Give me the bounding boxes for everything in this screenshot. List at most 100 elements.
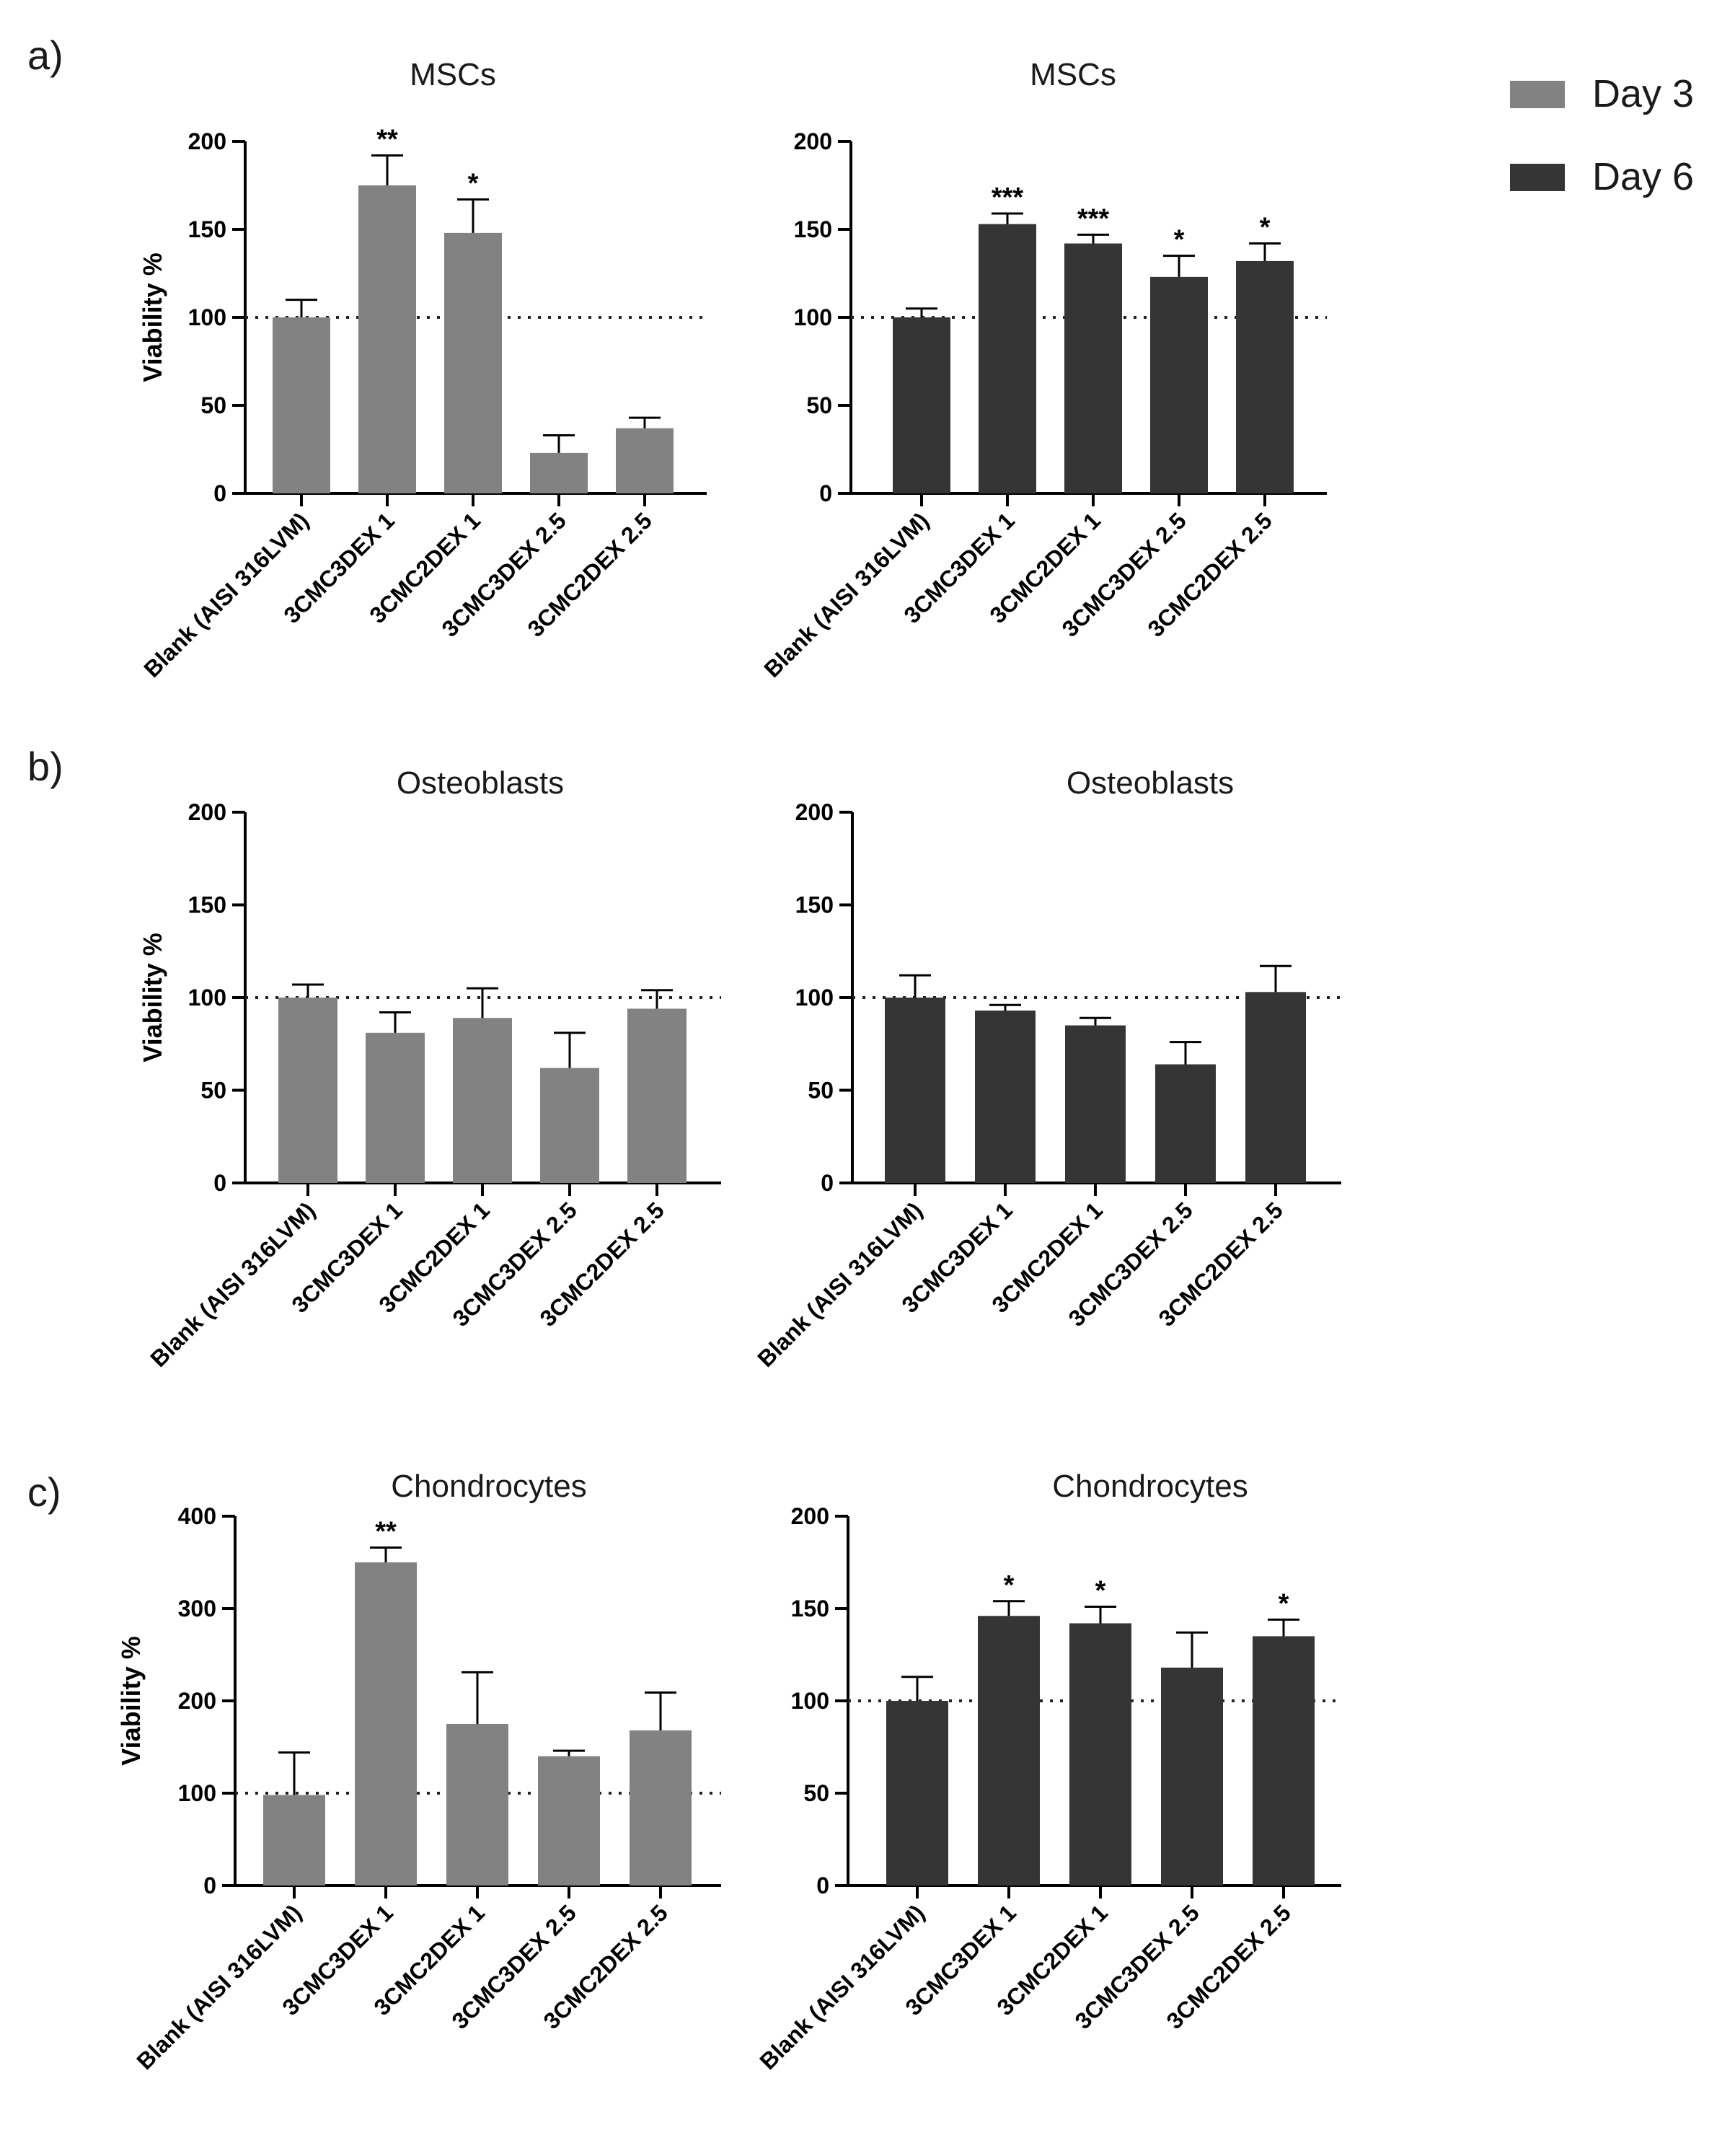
significance-label: * <box>1095 1575 1106 1606</box>
y-tick-label: 0 <box>821 1170 834 1196</box>
y-axis-title: Viability % <box>138 252 167 382</box>
significance-label: *** <box>992 182 1024 213</box>
y-tick-label: 50 <box>200 392 226 418</box>
bar <box>1065 1025 1126 1183</box>
bar <box>263 1795 325 1886</box>
category-label: Blank (AISI 316LVM) <box>138 507 314 682</box>
category-label: Blank (AISI 316LVM) <box>131 1899 306 2074</box>
legend-item-day3: Day 3 <box>1510 72 1694 115</box>
bar <box>975 1010 1036 1183</box>
bar <box>616 428 674 493</box>
chart-3: Osteoblasts Viability % 0 50 100 150 200 Blank … <box>138 765 721 1372</box>
bar <box>1161 1667 1223 1886</box>
chart-title: MSCs <box>410 57 496 92</box>
y-tick-label: 0 <box>213 1170 226 1196</box>
y-tick-label: 200 <box>178 1688 216 1714</box>
category-label: Blank (AISI 316LVM) <box>759 507 934 682</box>
y-tick-label: 0 <box>213 480 226 506</box>
bar <box>358 185 416 493</box>
legend-swatch-day6 <box>1510 164 1565 191</box>
bar <box>453 1018 512 1183</box>
y-tick-label: 50 <box>806 392 832 418</box>
bar <box>1236 260 1294 493</box>
y-tick-label: 150 <box>188 216 226 242</box>
bar <box>1253 1636 1315 1886</box>
y-tick-label: 200 <box>188 799 226 825</box>
bar <box>530 452 588 493</box>
y-tick-label: 100 <box>794 304 832 330</box>
significance-label: * <box>1279 1588 1289 1619</box>
y-tick-label: 100 <box>178 1780 216 1806</box>
legend: Day 3 Day 6 <box>1510 72 1694 198</box>
legend-swatch-day3 <box>1510 81 1565 108</box>
y-tick-label: 200 <box>791 1503 829 1529</box>
bar <box>893 317 950 493</box>
bar <box>444 232 502 493</box>
bar <box>355 1562 417 1886</box>
category-label: Blank (AISI 316LVM) <box>754 1899 930 2074</box>
bar <box>540 1068 599 1183</box>
bar <box>979 224 1036 493</box>
significance-label: *** <box>1077 203 1110 234</box>
y-tick-label: 0 <box>203 1873 216 1898</box>
y-tick-label: 200 <box>795 799 834 825</box>
bar <box>1245 992 1306 1183</box>
y-tick-label: 100 <box>795 985 834 1011</box>
significance-label: * <box>468 169 479 199</box>
category-label: Blank (AISI 316LVM) <box>145 1197 320 1372</box>
significance-label: * <box>1260 213 1271 243</box>
y-tick-label: 200 <box>794 128 832 154</box>
bar <box>1155 1064 1216 1183</box>
chart-4: Osteoblasts 0 50 100 150 200 Blank (AISI 316LV… <box>752 765 1341 1372</box>
bar <box>630 1730 692 1886</box>
y-tick-label: 100 <box>188 985 226 1011</box>
y-tick-label: 150 <box>794 216 832 242</box>
chart-title: MSCs <box>1030 57 1116 92</box>
y-tick-label: 50 <box>803 1780 829 1806</box>
bar <box>978 1616 1040 1886</box>
bar <box>627 1008 687 1183</box>
bar <box>1069 1623 1131 1886</box>
bar <box>886 1701 948 1886</box>
legend-item-day6: Day 6 <box>1510 155 1694 198</box>
y-tick-label: 150 <box>795 892 834 918</box>
significance-label: * <box>1004 1570 1015 1601</box>
y-tick-label: 400 <box>178 1503 216 1529</box>
bar <box>885 998 945 1183</box>
bar <box>273 317 330 493</box>
chart-title: Osteoblasts <box>397 765 564 801</box>
y-tick-label: 300 <box>178 1596 216 1622</box>
y-tick-label: 150 <box>791 1596 829 1622</box>
y-tick-label: 100 <box>791 1688 829 1714</box>
charts: MSCs Viability % 0 50 100 150 200 Blank (AISI 3… <box>116 57 1341 2074</box>
legend-label-day3: Day 3 <box>1592 72 1694 115</box>
bar <box>1064 243 1122 493</box>
bar <box>446 1724 508 1886</box>
bar <box>1150 276 1208 493</box>
panel-letter-c: c) <box>27 1469 61 1515</box>
bar <box>366 1032 425 1183</box>
significance-label: ** <box>375 1517 397 1547</box>
chart-6: Chondrocytes 0 50 100 150 200 Blank (AISI 316L… <box>754 1469 1341 2074</box>
y-tick-label: 100 <box>188 304 226 330</box>
chart-1: MSCs Viability % 0 50 100 150 200 Blank (AISI 3… <box>138 57 707 682</box>
y-tick-label: 50 <box>808 1078 834 1104</box>
bar <box>278 998 337 1183</box>
y-tick-label: 150 <box>188 892 226 918</box>
y-axis-title: Viability % <box>138 933 167 1062</box>
category-label: Blank (AISI 316LVM) <box>752 1197 927 1372</box>
chart-title: Chondrocytes <box>391 1469 586 1504</box>
y-tick-label: 200 <box>188 128 226 154</box>
chart-title: Chondrocytes <box>1052 1469 1248 1504</box>
legend-label-day6: Day 6 <box>1592 155 1694 198</box>
panel-letter-a: a) <box>27 32 63 78</box>
y-axis-title: Viability % <box>116 1636 146 1765</box>
y-tick-label: 0 <box>819 480 832 506</box>
significance-label: * <box>1174 225 1185 255</box>
panel-letter-b: b) <box>27 744 63 789</box>
significance-label: ** <box>376 125 398 155</box>
y-tick-label: 0 <box>816 1873 829 1898</box>
chart-title: Osteoblasts <box>1067 765 1234 801</box>
